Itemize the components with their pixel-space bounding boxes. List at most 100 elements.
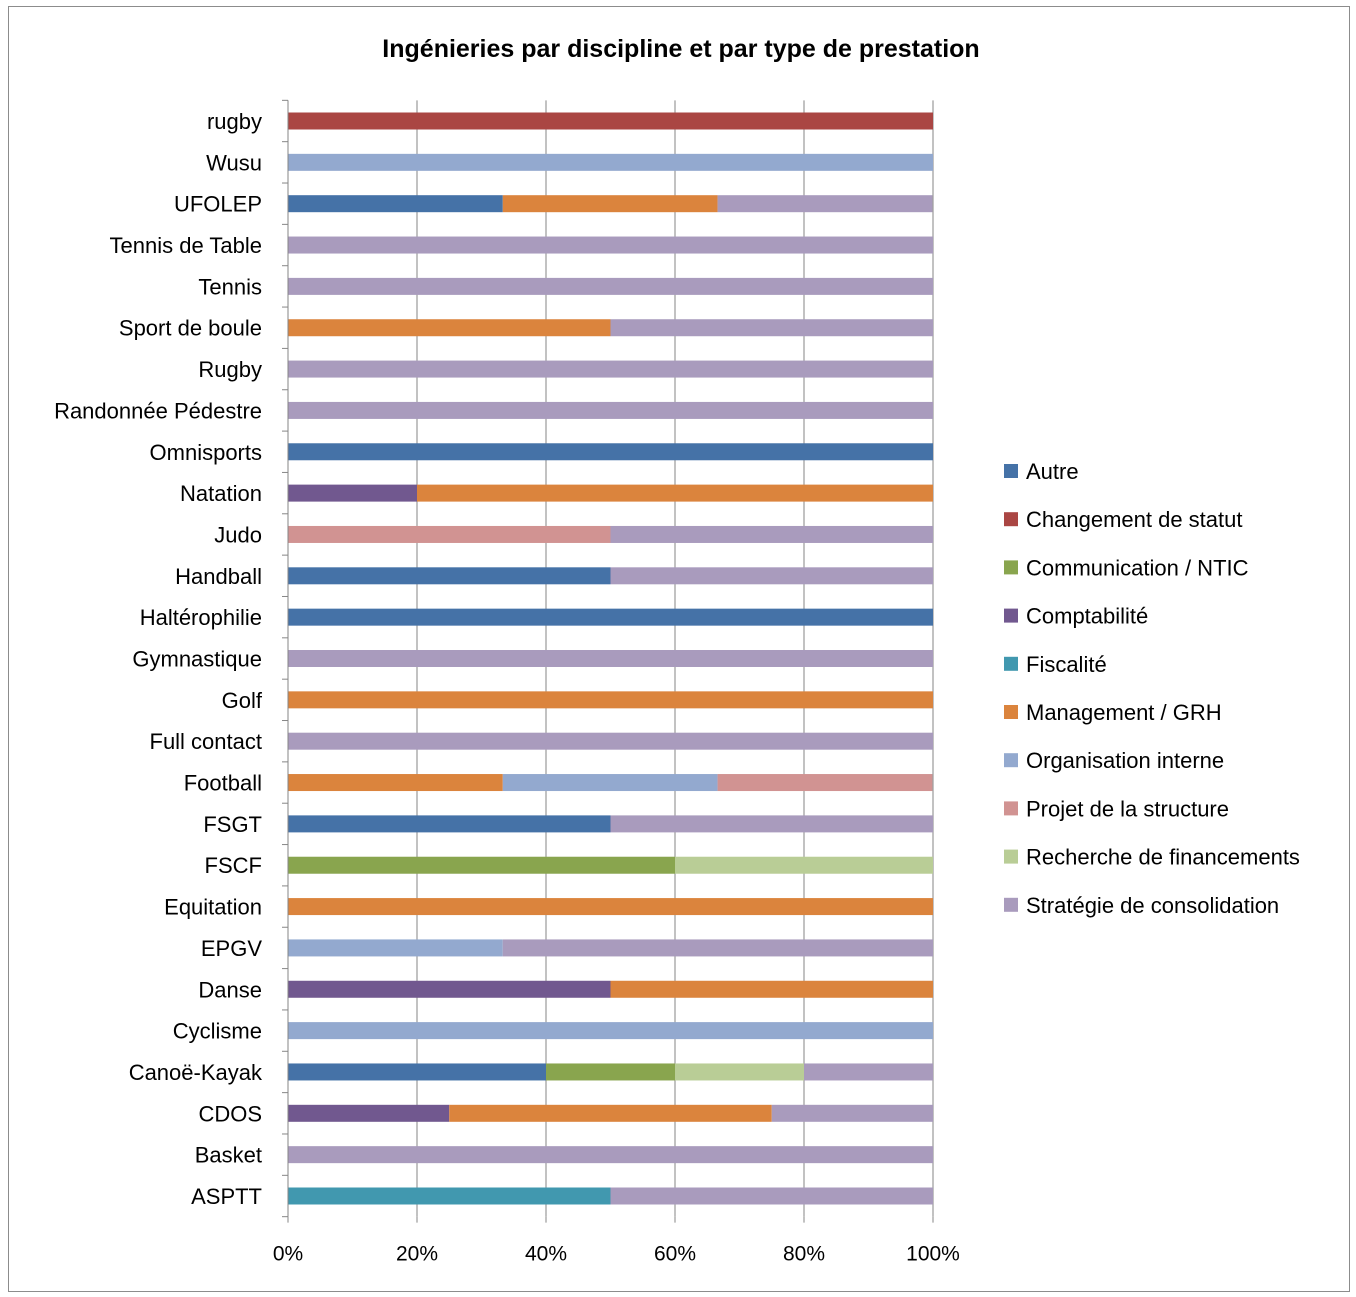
bar-segment — [288, 608, 933, 626]
bar-segment — [288, 1146, 933, 1164]
category-label: Canoë-Kayak — [129, 1060, 263, 1085]
bar-segment — [417, 484, 933, 502]
legend-entry: Recherche de financements — [1026, 845, 1300, 870]
x-tick-label: 40% — [525, 1243, 567, 1266]
legend-swatch — [1004, 560, 1018, 575]
axes: 0% 20% 40% 60% 80% 100% rugby Wusu UFOLEP Tennis … — [54, 99, 960, 1266]
x-tick-label: 0% — [273, 1243, 303, 1266]
bar-segment — [288, 774, 503, 792]
bar-segment — [675, 856, 933, 874]
bar-segment — [288, 732, 933, 750]
category-label: Natation — [180, 481, 262, 506]
legend-swatch — [1004, 801, 1018, 816]
legend-entry: Management / GRH — [1026, 700, 1222, 725]
bar-segment — [610, 980, 933, 998]
category-label: FSCF — [205, 853, 262, 878]
category-label: Football — [184, 771, 262, 796]
legend-swatch — [1004, 897, 1018, 912]
x-tick-label: 20% — [396, 1243, 438, 1266]
bar-segment — [288, 1187, 611, 1205]
bar-segment — [610, 815, 933, 833]
bar-segment — [288, 1104, 450, 1122]
category-label: Judo — [214, 522, 262, 547]
category-label: Full contact — [150, 729, 263, 754]
bar-segment — [288, 236, 933, 254]
category-label: Randonnée Pédestre — [54, 398, 262, 423]
legend-entry: Projet de la structure — [1026, 796, 1229, 821]
legend-entry: Organisation interne — [1026, 748, 1224, 773]
category-label: Equitation — [164, 895, 262, 920]
category-label: FSGT — [203, 812, 262, 837]
bar-segment — [288, 484, 417, 502]
bar-segment — [771, 1104, 933, 1122]
legend: Autre Changement de statut Communication /… — [1004, 459, 1300, 918]
bar-segment — [288, 525, 611, 543]
bar-segment — [804, 1063, 933, 1081]
bar-segment — [288, 815, 611, 833]
bar-segment — [288, 567, 611, 585]
bar-segment — [546, 1063, 675, 1081]
bar-segment — [288, 650, 933, 667]
bar-segment — [288, 980, 611, 998]
category-label: Golf — [222, 688, 263, 713]
stacked-bar-chart: Ingénieries par discipline et par type d… — [54, 35, 1300, 1266]
bar-segment — [610, 525, 933, 543]
chart-title: Ingénieries par discipline et par type d… — [382, 35, 979, 63]
category-label: ASPTT — [191, 1184, 262, 1209]
legend-swatch — [1004, 656, 1018, 671]
category-label: UFOLEP — [174, 192, 262, 217]
x-tick-label: 60% — [654, 1243, 696, 1266]
legend-swatch — [1004, 464, 1018, 478]
category-label: Handball — [175, 564, 262, 589]
legend-entry: Autre — [1026, 459, 1079, 484]
category-label: Sport de boule — [119, 316, 262, 341]
bar-segment — [288, 691, 933, 709]
category-label: EPGV — [201, 936, 262, 961]
bar-segment — [288, 360, 933, 378]
legend-entry: Fiscalité — [1026, 652, 1107, 677]
bar-segment — [288, 1063, 546, 1081]
category-label: Danse — [198, 977, 262, 1002]
bar-segment — [288, 856, 675, 874]
legend-swatch — [1004, 849, 1018, 864]
category-label: Omnisports — [150, 440, 262, 465]
legend-entry: Communication / NTIC — [1026, 555, 1249, 580]
bar-segment — [502, 195, 718, 213]
bar-segment — [288, 277, 933, 295]
bar-segment — [717, 195, 933, 213]
legend-entry: Stratégie de consolidation — [1026, 893, 1279, 918]
bars — [288, 112, 933, 1205]
bar-segment — [288, 401, 933, 419]
bar-segment — [449, 1104, 772, 1122]
category-label: Cyclisme — [173, 1019, 262, 1044]
bar-segment — [288, 939, 503, 957]
category-label: Basket — [195, 1143, 262, 1168]
bar-segment — [717, 774, 933, 792]
bar-segment — [502, 939, 933, 957]
category-label: Wusu — [206, 150, 262, 175]
category-label: Gymnastique — [132, 647, 262, 672]
bar-segment — [288, 153, 933, 171]
category-label: rugby — [207, 109, 262, 134]
bar-segment — [675, 1063, 804, 1081]
legend-swatch — [1004, 512, 1018, 527]
bar-segment — [610, 567, 933, 585]
bar-segment — [610, 319, 933, 337]
bar-segment — [288, 319, 611, 337]
legend-swatch — [1004, 753, 1018, 768]
bar-segment — [288, 898, 933, 916]
x-tick-label: 80% — [783, 1243, 825, 1266]
category-label: Tennis — [198, 274, 262, 299]
bar-segment — [610, 1187, 933, 1205]
category-label: Tennis de Table — [110, 233, 263, 258]
legend-swatch — [1004, 608, 1018, 623]
bar-segment — [288, 195, 503, 213]
bar-segment — [288, 112, 933, 130]
legend-swatch — [1004, 705, 1018, 719]
bar-segment — [288, 443, 933, 461]
legend-entry: Changement de statut — [1026, 507, 1242, 532]
legend-entry: Comptabilité — [1026, 604, 1148, 629]
category-label: CDOS — [198, 1101, 262, 1126]
chart-frame: Ingénieries par discipline et par type d… — [8, 6, 1350, 1292]
category-label: Rugby — [198, 357, 262, 382]
